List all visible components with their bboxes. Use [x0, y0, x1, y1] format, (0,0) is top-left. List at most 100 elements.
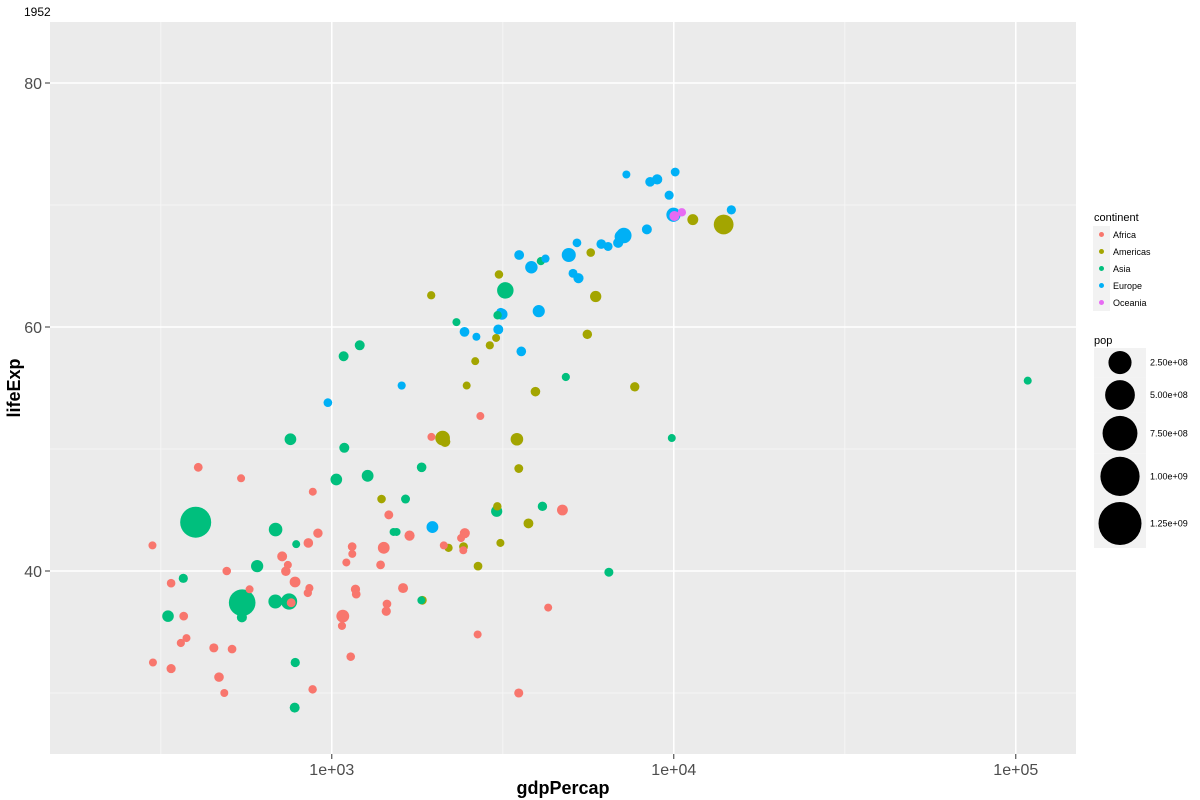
legend-key-oceania: [1099, 300, 1104, 305]
data-point-africa: [227, 644, 237, 654]
data-point-europe: [516, 346, 527, 357]
data-point-asia: [354, 340, 365, 351]
data-point-africa: [222, 566, 232, 576]
data-point-africa: [459, 546, 468, 555]
data-point-europe: [397, 381, 406, 390]
data-point-africa: [514, 688, 524, 698]
data-point-americas: [427, 291, 436, 300]
data-point-americas: [582, 329, 593, 340]
data-point-africa: [303, 538, 314, 548]
legend-key-asia: [1099, 266, 1104, 271]
legend-size-label: 2.50e+08: [1150, 358, 1188, 368]
legend-size-key: [1105, 380, 1135, 410]
data-point-americas: [496, 538, 505, 547]
legend-size-key: [1102, 415, 1138, 451]
data-point-americas: [471, 357, 480, 366]
data-point-asia: [361, 469, 374, 482]
legend-key-europe: [1099, 283, 1104, 288]
data-point-europe: [323, 398, 333, 407]
data-point-europe: [726, 205, 736, 215]
data-point-asia: [416, 462, 427, 473]
data-point-americas: [590, 290, 602, 303]
data-point-americas: [514, 464, 524, 473]
data-point-asia: [180, 506, 212, 538]
y-axis: 40 60 80: [24, 76, 50, 581]
data-point-africa: [308, 487, 317, 496]
data-point-africa: [348, 549, 357, 558]
data-point-asia: [289, 702, 300, 713]
legend-label-africa: Africa: [1113, 230, 1136, 240]
data-point-africa: [404, 530, 415, 541]
data-point-europe: [493, 324, 504, 335]
data-point-africa: [305, 584, 314, 593]
data-point-africa: [382, 599, 392, 609]
data-point-africa: [277, 551, 288, 562]
data-point-asia: [339, 442, 350, 453]
chart-title: 1952: [24, 5, 51, 19]
major-gridlines: [50, 22, 1076, 754]
data-point-europe: [459, 327, 470, 337]
data-point-europe: [561, 248, 576, 263]
data-point-asia: [452, 318, 461, 327]
data-point-africa: [220, 689, 229, 697]
data-point-oceania: [677, 208, 687, 217]
legend-size-label: 1.25e+09: [1150, 518, 1188, 528]
data-point-europe: [541, 254, 550, 263]
data-point-americas: [510, 432, 524, 446]
legend-size-label: 7.50e+08: [1150, 428, 1188, 438]
data-point-africa: [245, 585, 254, 594]
data-point-asia: [284, 433, 297, 446]
data-point-africa: [384, 510, 394, 520]
data-point-asia: [251, 560, 264, 573]
legend-size-key: [1098, 501, 1142, 545]
data-point-asia: [667, 434, 676, 443]
y-tick-label: 80: [24, 76, 42, 93]
data-point-europe: [613, 237, 624, 248]
data-point-europe: [426, 521, 439, 533]
data-point-europe: [525, 261, 538, 274]
data-point-americas: [523, 518, 534, 529]
x-tick-label: 1e+03: [309, 762, 354, 779]
legend-key-americas: [1099, 249, 1104, 254]
data-point-africa: [148, 658, 157, 667]
y-tick-label: 60: [24, 320, 42, 337]
data-point-asia: [493, 311, 502, 320]
data-point-africa: [544, 603, 553, 612]
legend-size-key: [1100, 456, 1140, 496]
data-point-americas: [439, 436, 451, 447]
data-point-americas: [630, 382, 640, 392]
legend-pop: pop 2.50e+08 5.00e+08 7.50e+08 1.00e+09 1.25…: [1094, 335, 1188, 548]
data-point-africa: [439, 541, 448, 550]
data-point-africa: [209, 643, 219, 653]
data-point-europe: [670, 167, 680, 177]
data-point-asia: [338, 351, 349, 362]
data-point-africa: [457, 534, 466, 543]
data-point-africa: [473, 630, 482, 639]
data-point-europe: [645, 176, 655, 187]
data-point-americas: [485, 341, 494, 350]
data-point-africa: [556, 504, 568, 516]
data-point-europe: [532, 305, 545, 318]
data-point-africa: [214, 672, 224, 682]
data-point-africa: [377, 541, 390, 554]
data-point-asia: [497, 282, 514, 299]
data-point-europe: [664, 190, 674, 200]
legend-label-americas: Americas: [1113, 247, 1151, 257]
data-point-africa: [342, 558, 351, 567]
legend-key-africa: [1099, 232, 1104, 237]
y-axis-title: lifeExp: [4, 358, 24, 417]
data-point-americas: [473, 561, 483, 571]
data-point-americas: [687, 214, 699, 226]
data-point-asia: [292, 540, 301, 549]
data-point-americas: [530, 386, 541, 397]
data-point-asia: [401, 494, 410, 504]
panel-background: [50, 22, 1076, 754]
x-tick-label: 1e+05: [993, 762, 1038, 779]
data-point-africa: [476, 412, 485, 421]
data-point-africa: [166, 664, 176, 674]
data-point-oceania: [669, 210, 680, 221]
data-point-africa: [381, 606, 391, 616]
data-point-europe: [472, 332, 481, 341]
data-point-africa: [166, 578, 176, 588]
data-point-asia: [178, 573, 188, 583]
